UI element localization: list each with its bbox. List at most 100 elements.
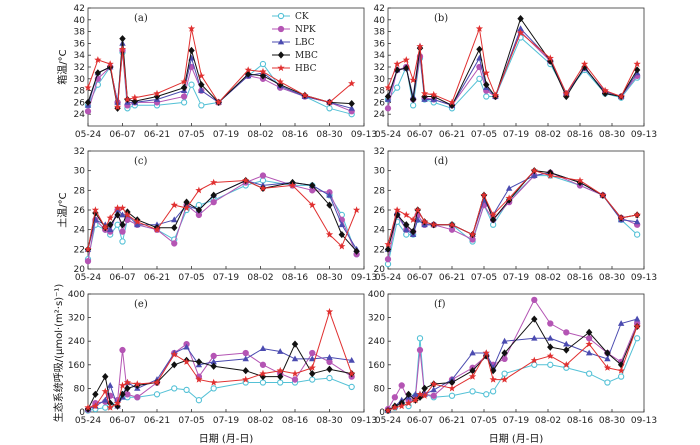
point-LBC <box>291 355 299 362</box>
point-NPK <box>242 349 249 357</box>
point-MBC <box>563 92 570 101</box>
point-HBC <box>259 184 267 192</box>
x-tick-label: 07-05 <box>178 130 204 140</box>
point-HBC <box>242 375 250 383</box>
point-NPK <box>547 320 554 327</box>
point-NPK <box>585 335 593 342</box>
point-NPK <box>384 105 392 112</box>
point-LBC <box>134 221 141 228</box>
point-NPK <box>119 346 126 354</box>
series-line-HBC <box>387 170 638 245</box>
point-LBC <box>242 355 249 362</box>
y-tick-label: 20 <box>374 265 386 275</box>
point-LBC <box>633 315 641 322</box>
point-HBC <box>106 60 114 68</box>
point-HBC <box>308 201 316 209</box>
point-HBC <box>114 204 122 212</box>
y-tick-label: 28 <box>374 87 386 97</box>
point-HBC <box>384 406 392 414</box>
point-MBC <box>242 367 249 375</box>
y-axis-label: 生态系统呼吸/(μmol·(m²·s)⁻¹) <box>52 284 65 423</box>
point-LBC <box>531 334 538 341</box>
point-LBC <box>517 25 524 32</box>
x-tick-label: 08-16 <box>567 416 593 426</box>
x-tick-label: 08-30 <box>316 416 342 426</box>
point-LBC <box>348 104 355 111</box>
point-HBC <box>617 92 625 100</box>
point-LBC <box>501 337 508 344</box>
point-MBC <box>94 69 102 77</box>
point-CK <box>277 379 284 386</box>
point-HBC <box>91 402 99 410</box>
x-tick-label: 09-13 <box>631 130 657 140</box>
legend: CK NPK LBC MBC HBC <box>272 12 318 74</box>
y-tick-label: 26 <box>74 98 86 108</box>
point-HBC <box>505 194 513 202</box>
point-HBC <box>91 206 99 214</box>
point-HBC <box>402 56 410 63</box>
x-tick-label: 08-02 <box>535 273 561 283</box>
point-LBC <box>585 349 593 356</box>
point-HBC <box>187 24 196 32</box>
y-tick-label: 160 <box>68 361 85 371</box>
y-tick-label: 400 <box>368 290 385 300</box>
point-MBC <box>517 15 524 23</box>
y-tick-label: 30 <box>374 75 386 85</box>
point-HBC <box>131 93 139 101</box>
series-line-MBC <box>387 170 638 250</box>
point-CK <box>309 376 316 383</box>
x-tick-label: 09-13 <box>631 273 657 283</box>
y-axis-label: 土温/°C <box>56 192 69 227</box>
point-HBC <box>469 230 477 238</box>
point-NPK <box>84 257 92 265</box>
x-tick-label: 06-07 <box>109 416 135 426</box>
point-HBC <box>94 56 102 63</box>
point-CK <box>153 391 161 398</box>
y-tick-label: 36 <box>74 39 86 49</box>
point-MBC <box>195 206 203 214</box>
point-HBC <box>601 86 609 94</box>
point-HBC <box>276 78 284 85</box>
point-HBC <box>421 392 429 399</box>
point-MBC <box>384 245 392 253</box>
point-HBC <box>633 60 641 68</box>
point-HBC <box>409 216 417 223</box>
point-LBC <box>106 382 114 388</box>
panel-label: (e) <box>134 299 148 310</box>
point-HBC <box>430 220 438 228</box>
point-HBC <box>301 91 309 99</box>
point-MBC <box>119 221 126 229</box>
x-tick-label: 07-19 <box>503 130 529 140</box>
y-tick-label: 32 <box>374 63 385 73</box>
point-HBC <box>210 378 218 386</box>
point-LBC <box>617 320 625 326</box>
legend-label-LBC: LBC <box>295 38 315 48</box>
series-line-MBC <box>387 17 638 106</box>
point-MBC <box>171 224 178 232</box>
x-tick-label: 07-19 <box>213 273 239 283</box>
x-tick-label: 08-02 <box>247 416 273 426</box>
point-CK <box>326 374 333 382</box>
y-tick-label: 26 <box>374 98 386 108</box>
point-MBC <box>403 221 410 229</box>
series-line-HBC <box>87 28 353 108</box>
y-tick-label: 42 <box>74 4 85 14</box>
y-tick-label: 240 <box>68 337 85 347</box>
point-LBC <box>604 355 611 362</box>
point-MBC <box>338 230 346 239</box>
point-CK <box>633 335 641 342</box>
x-tick-label: 08-16 <box>567 130 593 140</box>
y-tick-label: 32 <box>374 147 385 157</box>
point-HBC <box>197 72 205 79</box>
point-NPK <box>119 228 126 235</box>
panel-label: (d) <box>434 156 448 167</box>
point-MBC <box>92 390 99 398</box>
x-tick-label: 08-16 <box>282 416 308 426</box>
point-CK <box>416 335 424 342</box>
series-line-NPK <box>387 172 638 260</box>
x-axis-label: 日期 (月-日) <box>199 433 254 445</box>
point-MBC <box>403 64 410 72</box>
point-HBC <box>170 350 178 358</box>
point-HBC <box>353 206 361 214</box>
